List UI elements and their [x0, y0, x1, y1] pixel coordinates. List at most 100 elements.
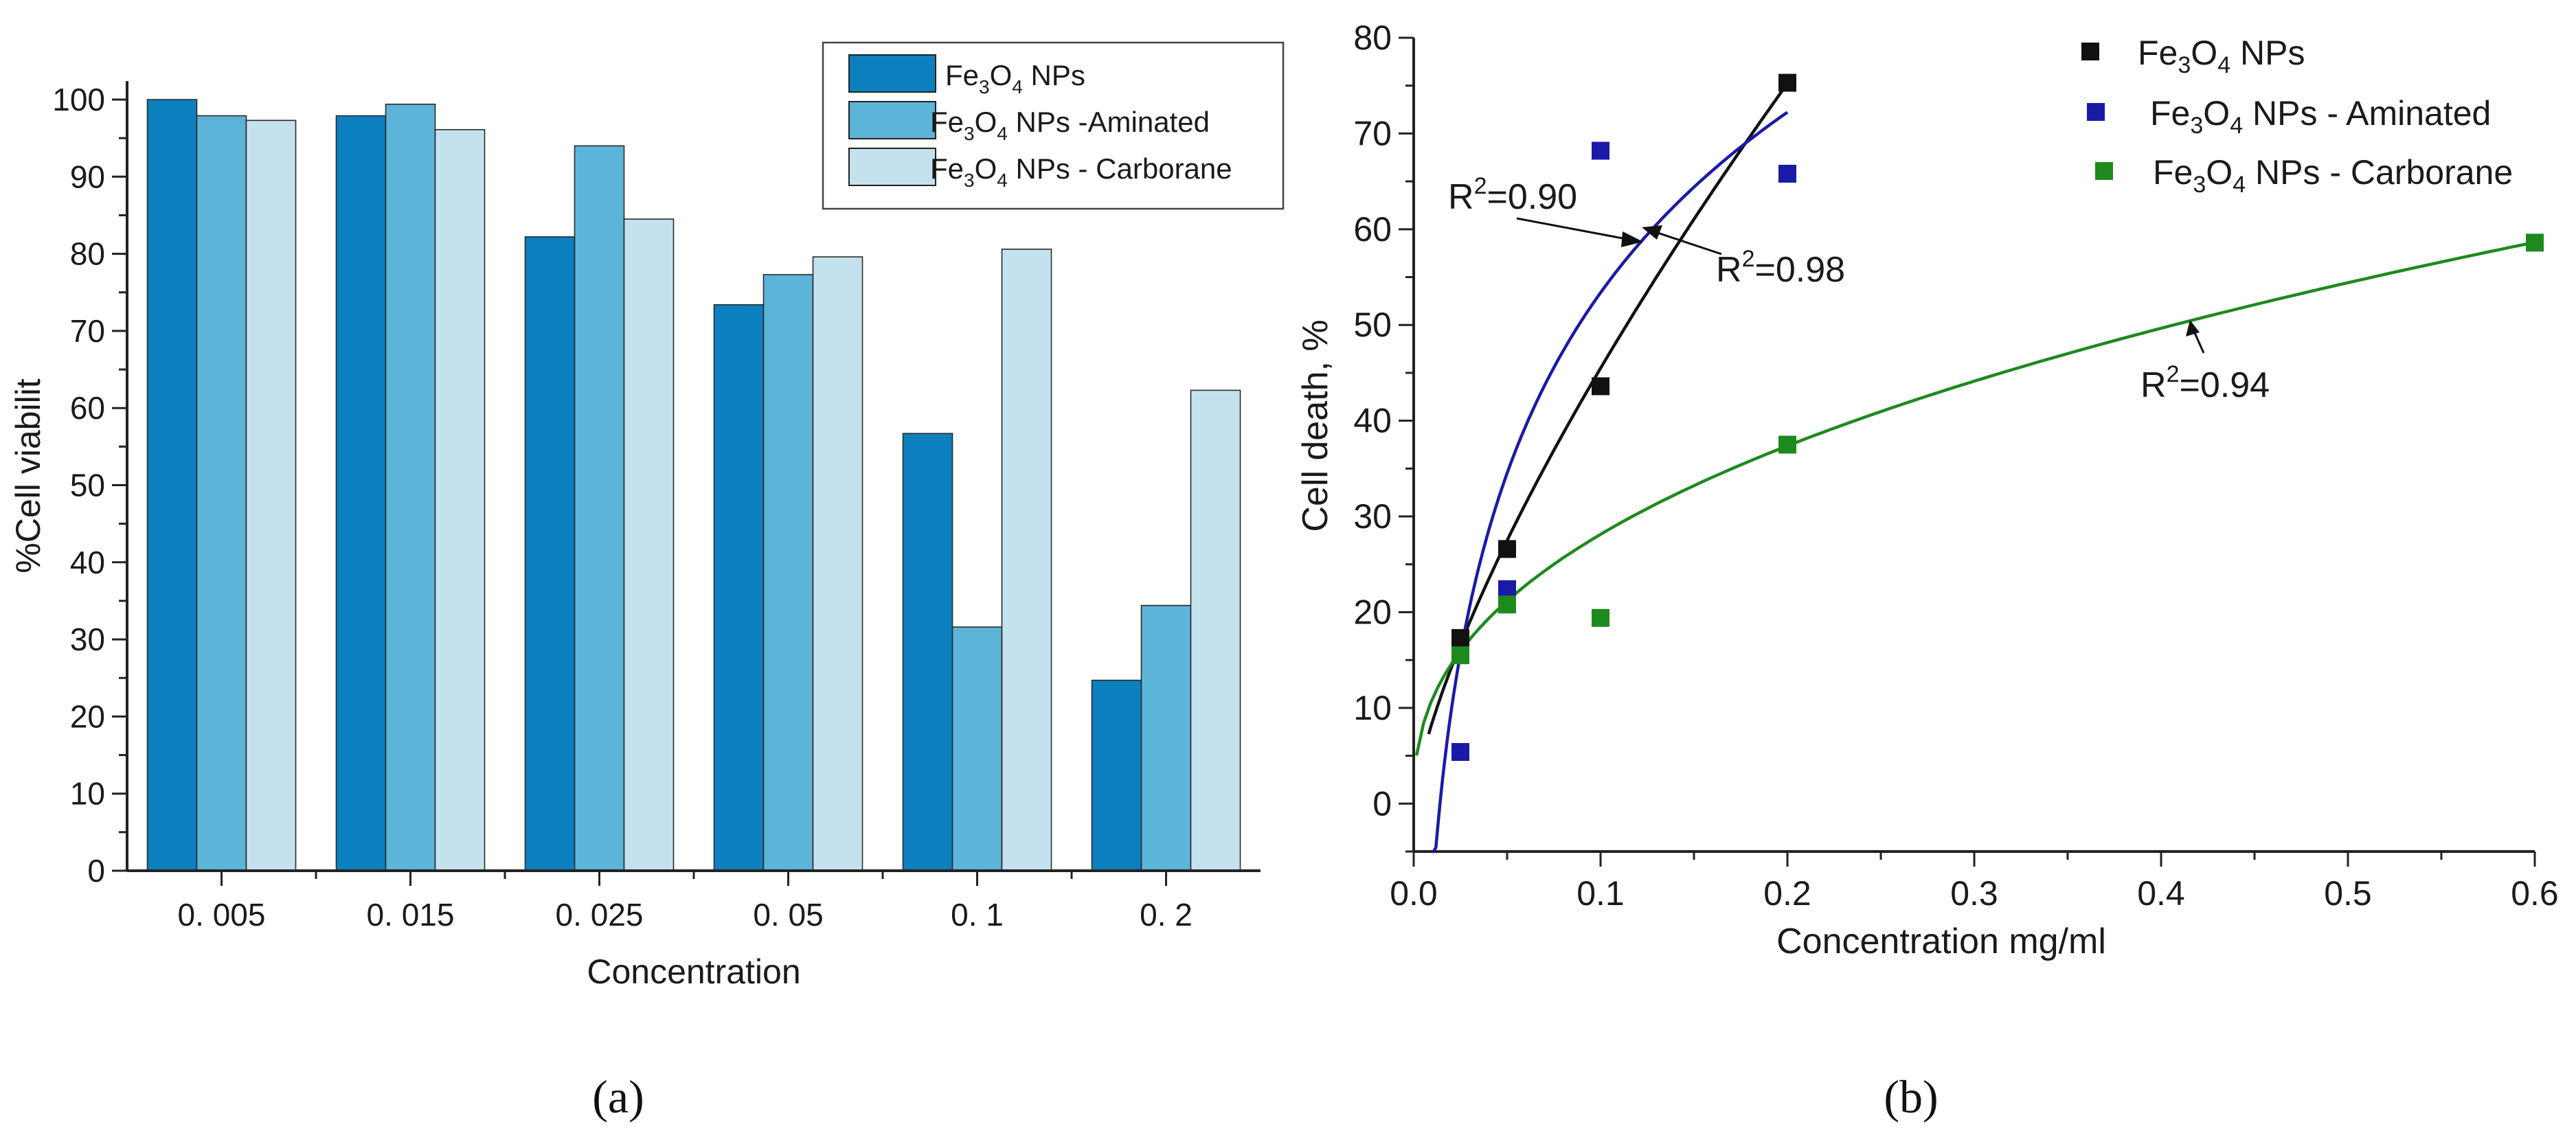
bar-fe3o4 [146, 99, 198, 871]
point-aminated [1498, 580, 1516, 599]
y-ticks: 0 10 20 30 40 50 60 70 80 [1353, 19, 1414, 853]
y-tick-label: 10 [70, 776, 105, 812]
y-tick-label: 40 [1353, 402, 1392, 440]
annotation-arrow [1516, 217, 1634, 242]
y-tick-label: 20 [1353, 593, 1392, 631]
y-tick-label: 60 [70, 390, 105, 426]
fit-curve-aminated [1431, 111, 1789, 854]
legend-marker-aminated [2087, 103, 2105, 121]
bar-carborane [434, 128, 486, 871]
y-axis-label: %Cell viabilit [9, 378, 47, 573]
legend-entry: Fe3O4 NPs - Aminated [2087, 94, 2491, 139]
y-tick-label: 30 [1353, 497, 1392, 536]
bar-aminated [385, 103, 436, 871]
arrowhead [1642, 225, 1662, 240]
point-fe3o4 [1498, 540, 1516, 558]
bar-aminated [574, 145, 625, 871]
x-tick-label: 0.2 [1763, 874, 1811, 913]
legend-entry: Fe3O4 NPs [848, 54, 1085, 98]
legend-entry: Fe3O4 NPs - Carborane [2095, 153, 2513, 198]
x-tick-label: 0.0 [1390, 874, 1438, 913]
data-points [1451, 73, 2544, 762]
svg-text:R2=0.94: R2=0.94 [2140, 361, 2270, 405]
x-tick-label: 0. 1 [951, 897, 1004, 933]
legend-label: Fe3O4 NPs [2138, 34, 2305, 78]
svg-text:R2=0.98: R2=0.98 [1716, 246, 1845, 290]
bar-carborane [1190, 389, 1241, 871]
point-carborane [1592, 608, 1609, 627]
x-ticks: 0. 005 0. 015 0. 025 0. 05 0. 1 0. 2 [178, 871, 1193, 933]
x-tick-label: 0.5 [2324, 874, 2372, 913]
y-tick-label: 80 [70, 236, 105, 272]
y-tick-label: 90 [70, 159, 105, 194]
legend-swatch-carborane [848, 148, 936, 186]
legend-entry: Fe3O4 NPs - Carborane [848, 148, 1232, 191]
x-tick-label: 0.3 [1950, 874, 1998, 913]
annotation-arrow [1651, 229, 1722, 255]
y-tick-label: 60 [1353, 210, 1392, 249]
x-tick-label: 0.6 [2511, 874, 2559, 913]
annotation-r2-aminated: R2=0.90 [1448, 173, 1643, 247]
legend-marker-carborane [2095, 162, 2113, 180]
fit-curve-fe3o4 [1427, 82, 1789, 735]
point-carborane [2526, 233, 2544, 252]
x-tick-label: 0.4 [2137, 874, 2185, 913]
fit-curves [1414, 82, 2535, 854]
point-carborane [1451, 646, 1469, 665]
bar-fe3o4 [1091, 679, 1142, 871]
x-tick-label: 0. 2 [1140, 897, 1193, 933]
y-tick-label: 70 [70, 313, 105, 349]
bar-carborane [245, 119, 297, 871]
annotation-r2-carborane: R2=0.94 [2140, 320, 2270, 405]
panel-caption-a: (a) [592, 1071, 644, 1123]
panel-caption-b: (b) [1884, 1071, 1938, 1123]
y-tick-label: 10 [1353, 689, 1392, 727]
arrowhead [1621, 231, 1643, 247]
legend-swatch-aminated [848, 101, 936, 139]
y-tick-label: 70 [1353, 114, 1392, 152]
legend-entry: Fe3O4 NPs [2081, 34, 2305, 78]
bar-group [146, 99, 1241, 871]
legend-swatch-fe3o4 [848, 54, 936, 93]
x-tick-label: 0. 005 [178, 897, 266, 933]
x-tick-label: 0. 05 [753, 897, 823, 933]
bar-fe3o4 [713, 304, 765, 871]
x-tick-label: 0. 025 [556, 897, 644, 933]
y-tick-label: 0 [87, 853, 105, 889]
point-aminated [1592, 141, 1609, 160]
bar-aminated [762, 274, 814, 871]
y-tick-label: 50 [70, 468, 105, 503]
legend-label: Fe3O4 NPs [945, 59, 1085, 98]
bar-carborane [1001, 249, 1052, 871]
x-tick-label: 0. 015 [367, 897, 455, 933]
legend-label: Fe3O4 NPs - Aminated [2150, 94, 2491, 139]
y-tick-label: 0 [1372, 784, 1392, 823]
legend-marker-fe3o4 [2081, 43, 2099, 60]
bar-aminated [196, 115, 247, 871]
legend-label: Fe3O4 NPs - Carborane [930, 152, 1232, 191]
bar-aminated [951, 626, 1003, 871]
y-tick-label: 100 [52, 82, 105, 117]
y-tick-label: 20 [70, 698, 105, 734]
bar-fe3o4 [524, 236, 576, 871]
point-fe3o4 [1451, 629, 1469, 648]
point-aminated [1778, 164, 1796, 183]
x-axis-label: Concentration mg/ml [1776, 922, 2106, 961]
y-tick-label: 40 [70, 545, 105, 580]
legend: Fe3O4 NPs Fe3O4 NPs - Aminated Fe3O4 NPs… [2081, 34, 2513, 198]
y-ticks: 0 10 20 30 40 50 60 70 80 90 100 [52, 82, 127, 889]
bar-carborane [623, 218, 675, 871]
x-tick-label: 0.1 [1577, 874, 1625, 913]
x-axis-label: Concentration [587, 952, 800, 991]
fit-curve-carborane [1414, 240, 2535, 756]
bar-fe3o4 [335, 115, 387, 871]
point-fe3o4 [1778, 73, 1796, 92]
bar-carborane [812, 256, 863, 871]
legend-label: Fe3O4 NPs -Aminated [930, 106, 1210, 144]
point-aminated [1451, 743, 1469, 762]
point-carborane [1778, 435, 1796, 454]
y-axis-label: Cell death, % [1296, 319, 1335, 532]
y-tick-label: 50 [1353, 306, 1392, 344]
